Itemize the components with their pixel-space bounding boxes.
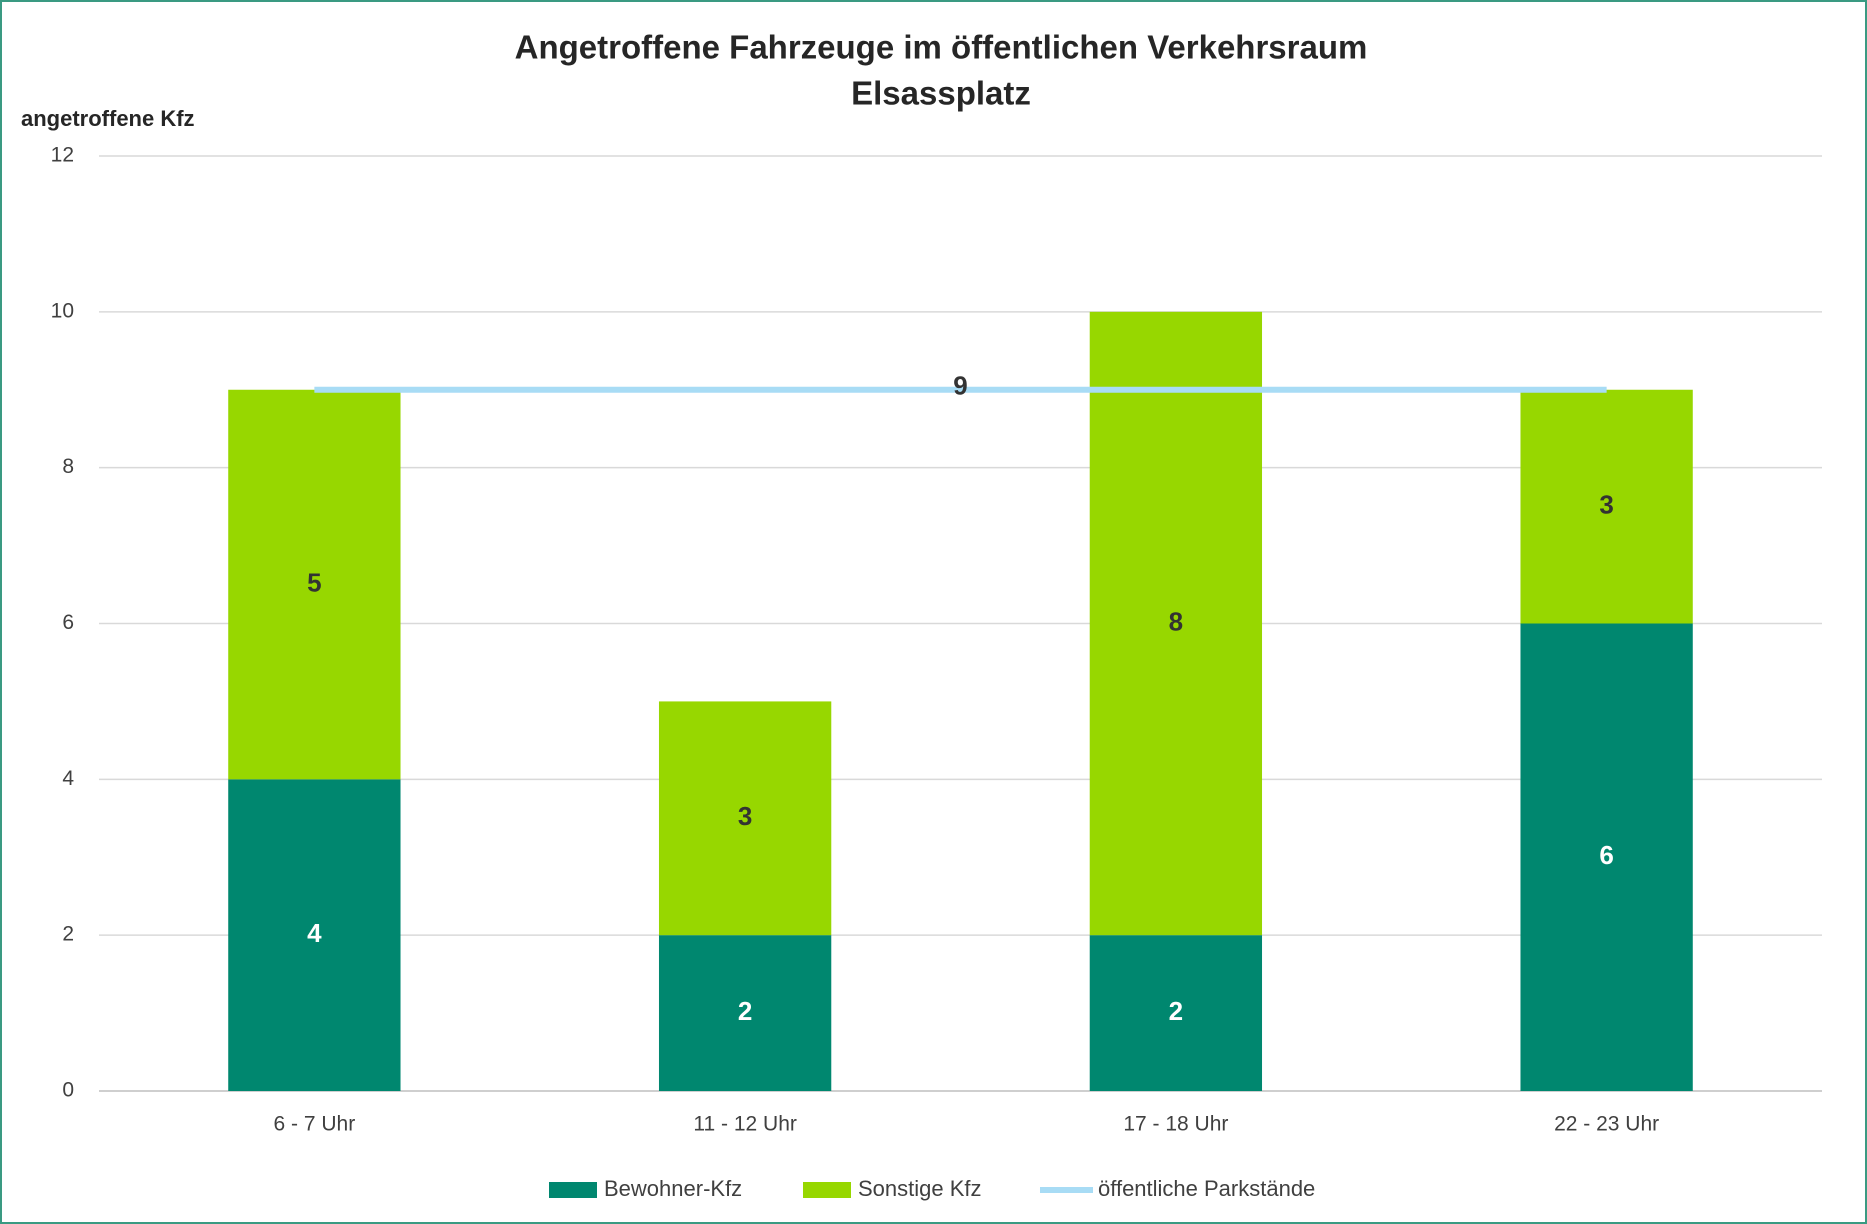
bar-segment [658,935,832,1091]
data-label: 3 [738,801,752,831]
bar-segment [228,389,401,780]
x-tick-label: 11 - 12 Uhr [693,1113,797,1136]
y-tick-label: 0 [62,1079,74,1102]
data-label: 2 [738,996,752,1026]
bar-segment [658,701,832,936]
data-label: 4 [307,918,322,948]
data-label: 5 [307,567,321,597]
data-label: 6 [1599,840,1613,870]
bar-segment [228,779,401,1091]
legend-label: Sonstige Kfz [858,1176,982,1201]
y-tick-label: 2 [62,923,74,946]
data-label: 2 [1169,996,1183,1026]
legend-swatch [549,1182,597,1198]
y-tick-label: 10 [51,299,74,322]
legend-label: öffentliche Parkstände [1098,1176,1315,1201]
bar-segment [1089,311,1263,936]
y-tick-label: 4 [62,767,74,790]
x-tick-label: 17 - 18 Uhr [1123,1113,1228,1136]
data-label: 9 [953,371,967,401]
y-tick-label: 8 [62,455,74,478]
data-label: 3 [1599,490,1613,520]
y-tick-label: 12 [51,144,74,167]
chart-title: Angetroffene Fahrzeuge im öffentlichen V… [515,29,1368,66]
legend-label: Bewohner-Kfz [604,1176,742,1201]
x-tick-label: 6 - 7 Uhr [274,1113,356,1136]
y-axis-label: angetroffene Kfz [21,106,195,131]
bar-segment [1520,623,1693,1091]
bar-segment [1520,389,1693,624]
x-tick-label: 22 - 23 Uhr [1554,1113,1659,1136]
legend-swatch [803,1182,851,1198]
data-label: 8 [1169,606,1183,636]
y-tick-label: 6 [62,611,74,634]
bar-segment [1089,935,1263,1091]
chart-subtitle: Elsassplatz [851,75,1031,112]
